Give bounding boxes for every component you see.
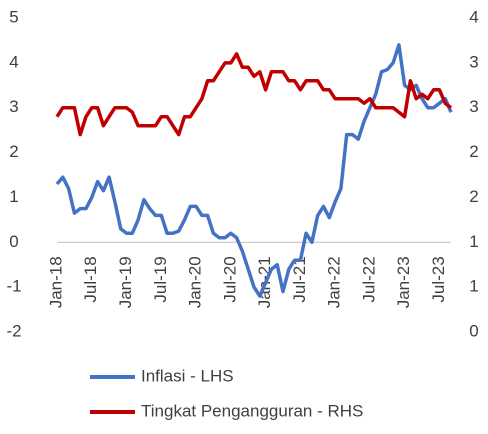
y2-tick-label: 2: [469, 187, 478, 206]
x-tick-label: Jul-21: [290, 256, 309, 302]
y-tick-label: 3: [9, 97, 18, 116]
x-tick-label: Jul-19: [151, 256, 170, 302]
y2-tick-label: 4: [469, 7, 478, 26]
x-tick-label: Jul-22: [359, 256, 378, 302]
x-tick-label: Jul-18: [81, 256, 100, 302]
y-tick-label: 2: [9, 142, 18, 161]
x-tick-label: Jan-20: [186, 256, 205, 308]
series-line: [55, 43, 453, 298]
y-tick-label: 0: [9, 232, 18, 251]
y-tick-label: 1: [9, 187, 18, 206]
x-tick-label: Jul-20: [220, 256, 239, 302]
y-tick-label: -2: [6, 321, 21, 340]
x-tick-label: Jan-23: [394, 256, 413, 308]
y2-tick-label: 2: [469, 142, 478, 161]
x-tick-label: Jan-22: [325, 256, 344, 308]
y2-tick-label: 0: [469, 321, 478, 340]
y2-tick-label: 1: [469, 232, 478, 251]
y2-tick-label: 3: [469, 52, 478, 71]
series-line: [55, 52, 453, 137]
x-tick-label: Jan-19: [116, 256, 135, 308]
x-tick-label: Jul-23: [429, 256, 448, 302]
x-tick-label: Jan-18: [46, 256, 65, 308]
y2-tick-label: 1: [469, 277, 478, 296]
y-tick-label: 4: [9, 52, 18, 71]
y2-tick-label: 3: [469, 97, 478, 116]
y-tick-label: -1: [6, 277, 21, 296]
y-tick-label: 5: [9, 7, 18, 26]
legend-label: Inflasi - LHS: [141, 366, 234, 385]
legend-label: Tingkat Pengangguran - RHS: [141, 401, 363, 420]
